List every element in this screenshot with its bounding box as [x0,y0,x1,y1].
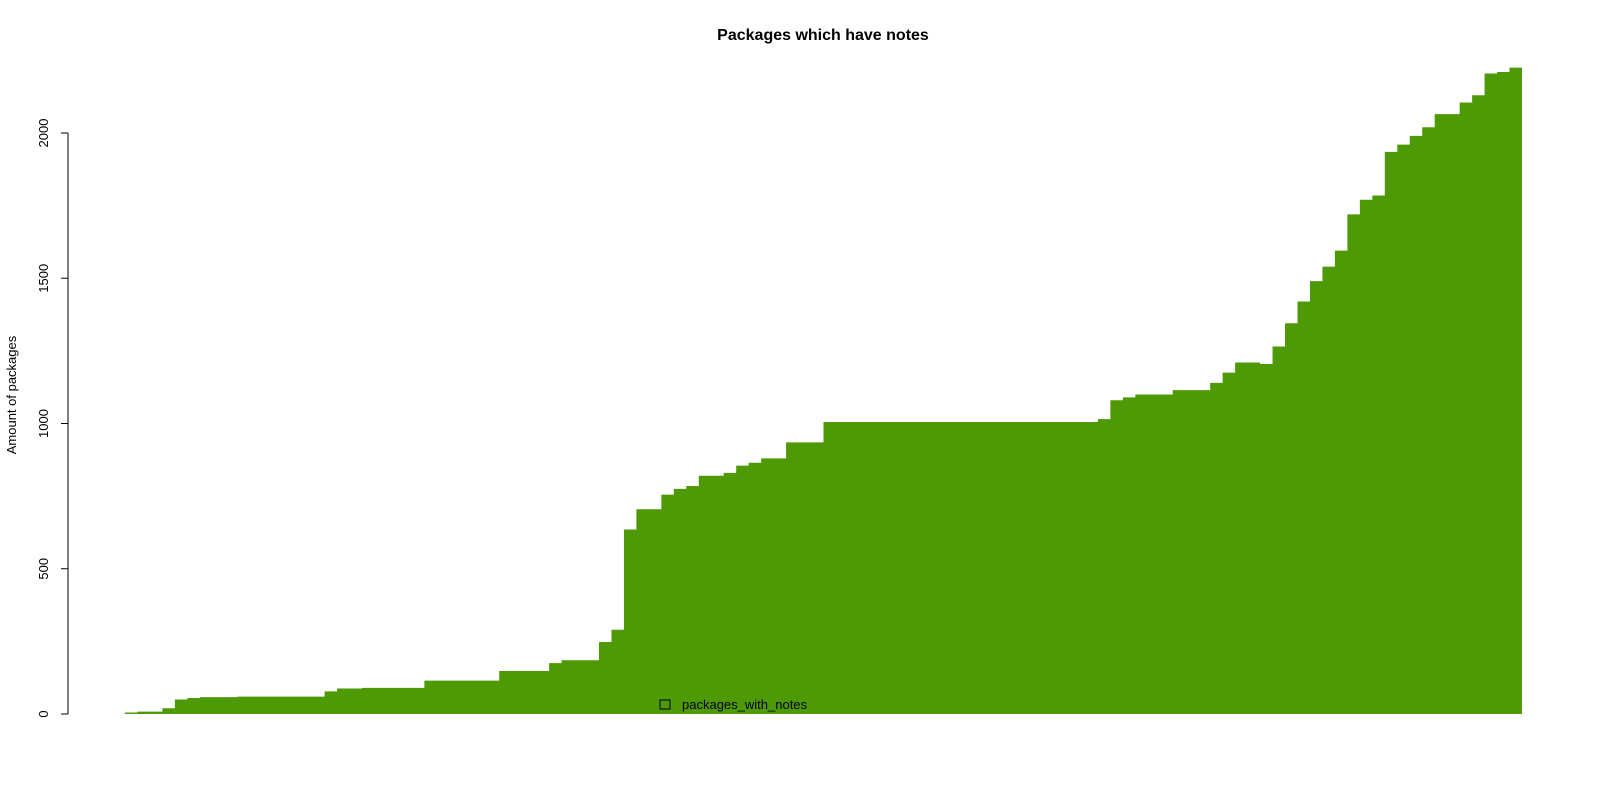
y-tick-label: 1500 [36,264,51,293]
chart-title: Packages which have notes [717,27,929,44]
area-series [125,67,1522,714]
y-tick-label: 1000 [36,409,51,438]
y-axis-label: Amount of packages [4,335,19,454]
y-tick-label: 500 [36,558,51,580]
legend-label: packages_with_notes [682,697,808,712]
area-fill-packages-with-notes [125,67,1522,714]
y-axis: 0 500 1000 1500 2000 [36,119,69,718]
y-tick-label: 0 [36,710,51,717]
legend-swatch [659,699,671,710]
y-tick-label: 2000 [36,119,51,148]
legend: packages_with_notes [659,697,808,712]
